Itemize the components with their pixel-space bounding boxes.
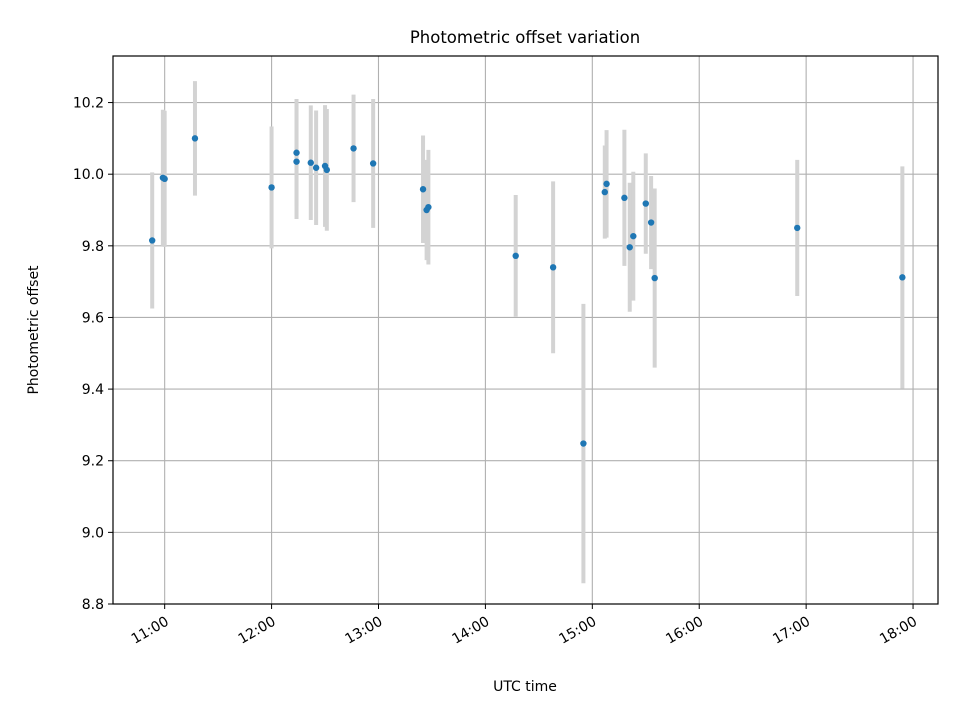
data-points [149, 135, 906, 447]
data-point [425, 203, 432, 211]
data-point [191, 135, 199, 142]
data-point [293, 158, 300, 165]
data-point [630, 232, 637, 240]
data-point [312, 164, 320, 171]
data-point [369, 160, 377, 167]
data-point [626, 244, 633, 251]
data-point [794, 224, 801, 232]
y-tick-label: 9.0 [82, 525, 104, 541]
data-point [647, 219, 655, 226]
data-point [621, 194, 628, 202]
data-point [307, 159, 314, 166]
data-point [350, 145, 357, 152]
data-point [419, 186, 427, 193]
grid [113, 56, 938, 605]
y-axis-ticks: 8.8 9.0 9.2 9.4 9.6 9.8 10.0 10.2 [73, 96, 113, 613]
data-point [323, 166, 331, 174]
data-point [601, 188, 608, 196]
data-point [161, 175, 168, 183]
data-point [268, 184, 275, 191]
y-axis-label: Photometric offset [26, 265, 42, 395]
data-point [642, 200, 649, 207]
y-tick-label: 9.4 [82, 382, 104, 398]
y-tick-label: 9.8 [82, 239, 104, 255]
plot-frame [112, 55, 939, 605]
data-point [580, 440, 587, 447]
data-point [899, 274, 906, 281]
y-tick-label: 8.8 [82, 597, 104, 613]
x-axis-label: UTC time [493, 679, 557, 695]
y-tick-label: 10.0 [73, 167, 104, 183]
data-point [549, 264, 557, 271]
data-point [512, 252, 519, 260]
y-tick-label: 9.2 [82, 454, 104, 470]
data-point [651, 274, 658, 282]
y-tick-label: 10.2 [73, 96, 104, 112]
y-tick-label: 9.6 [82, 310, 104, 326]
data-point [293, 149, 300, 156]
chart-title: Photometric offset variation [410, 28, 640, 47]
data-point [603, 180, 610, 188]
data-point [149, 237, 156, 244]
